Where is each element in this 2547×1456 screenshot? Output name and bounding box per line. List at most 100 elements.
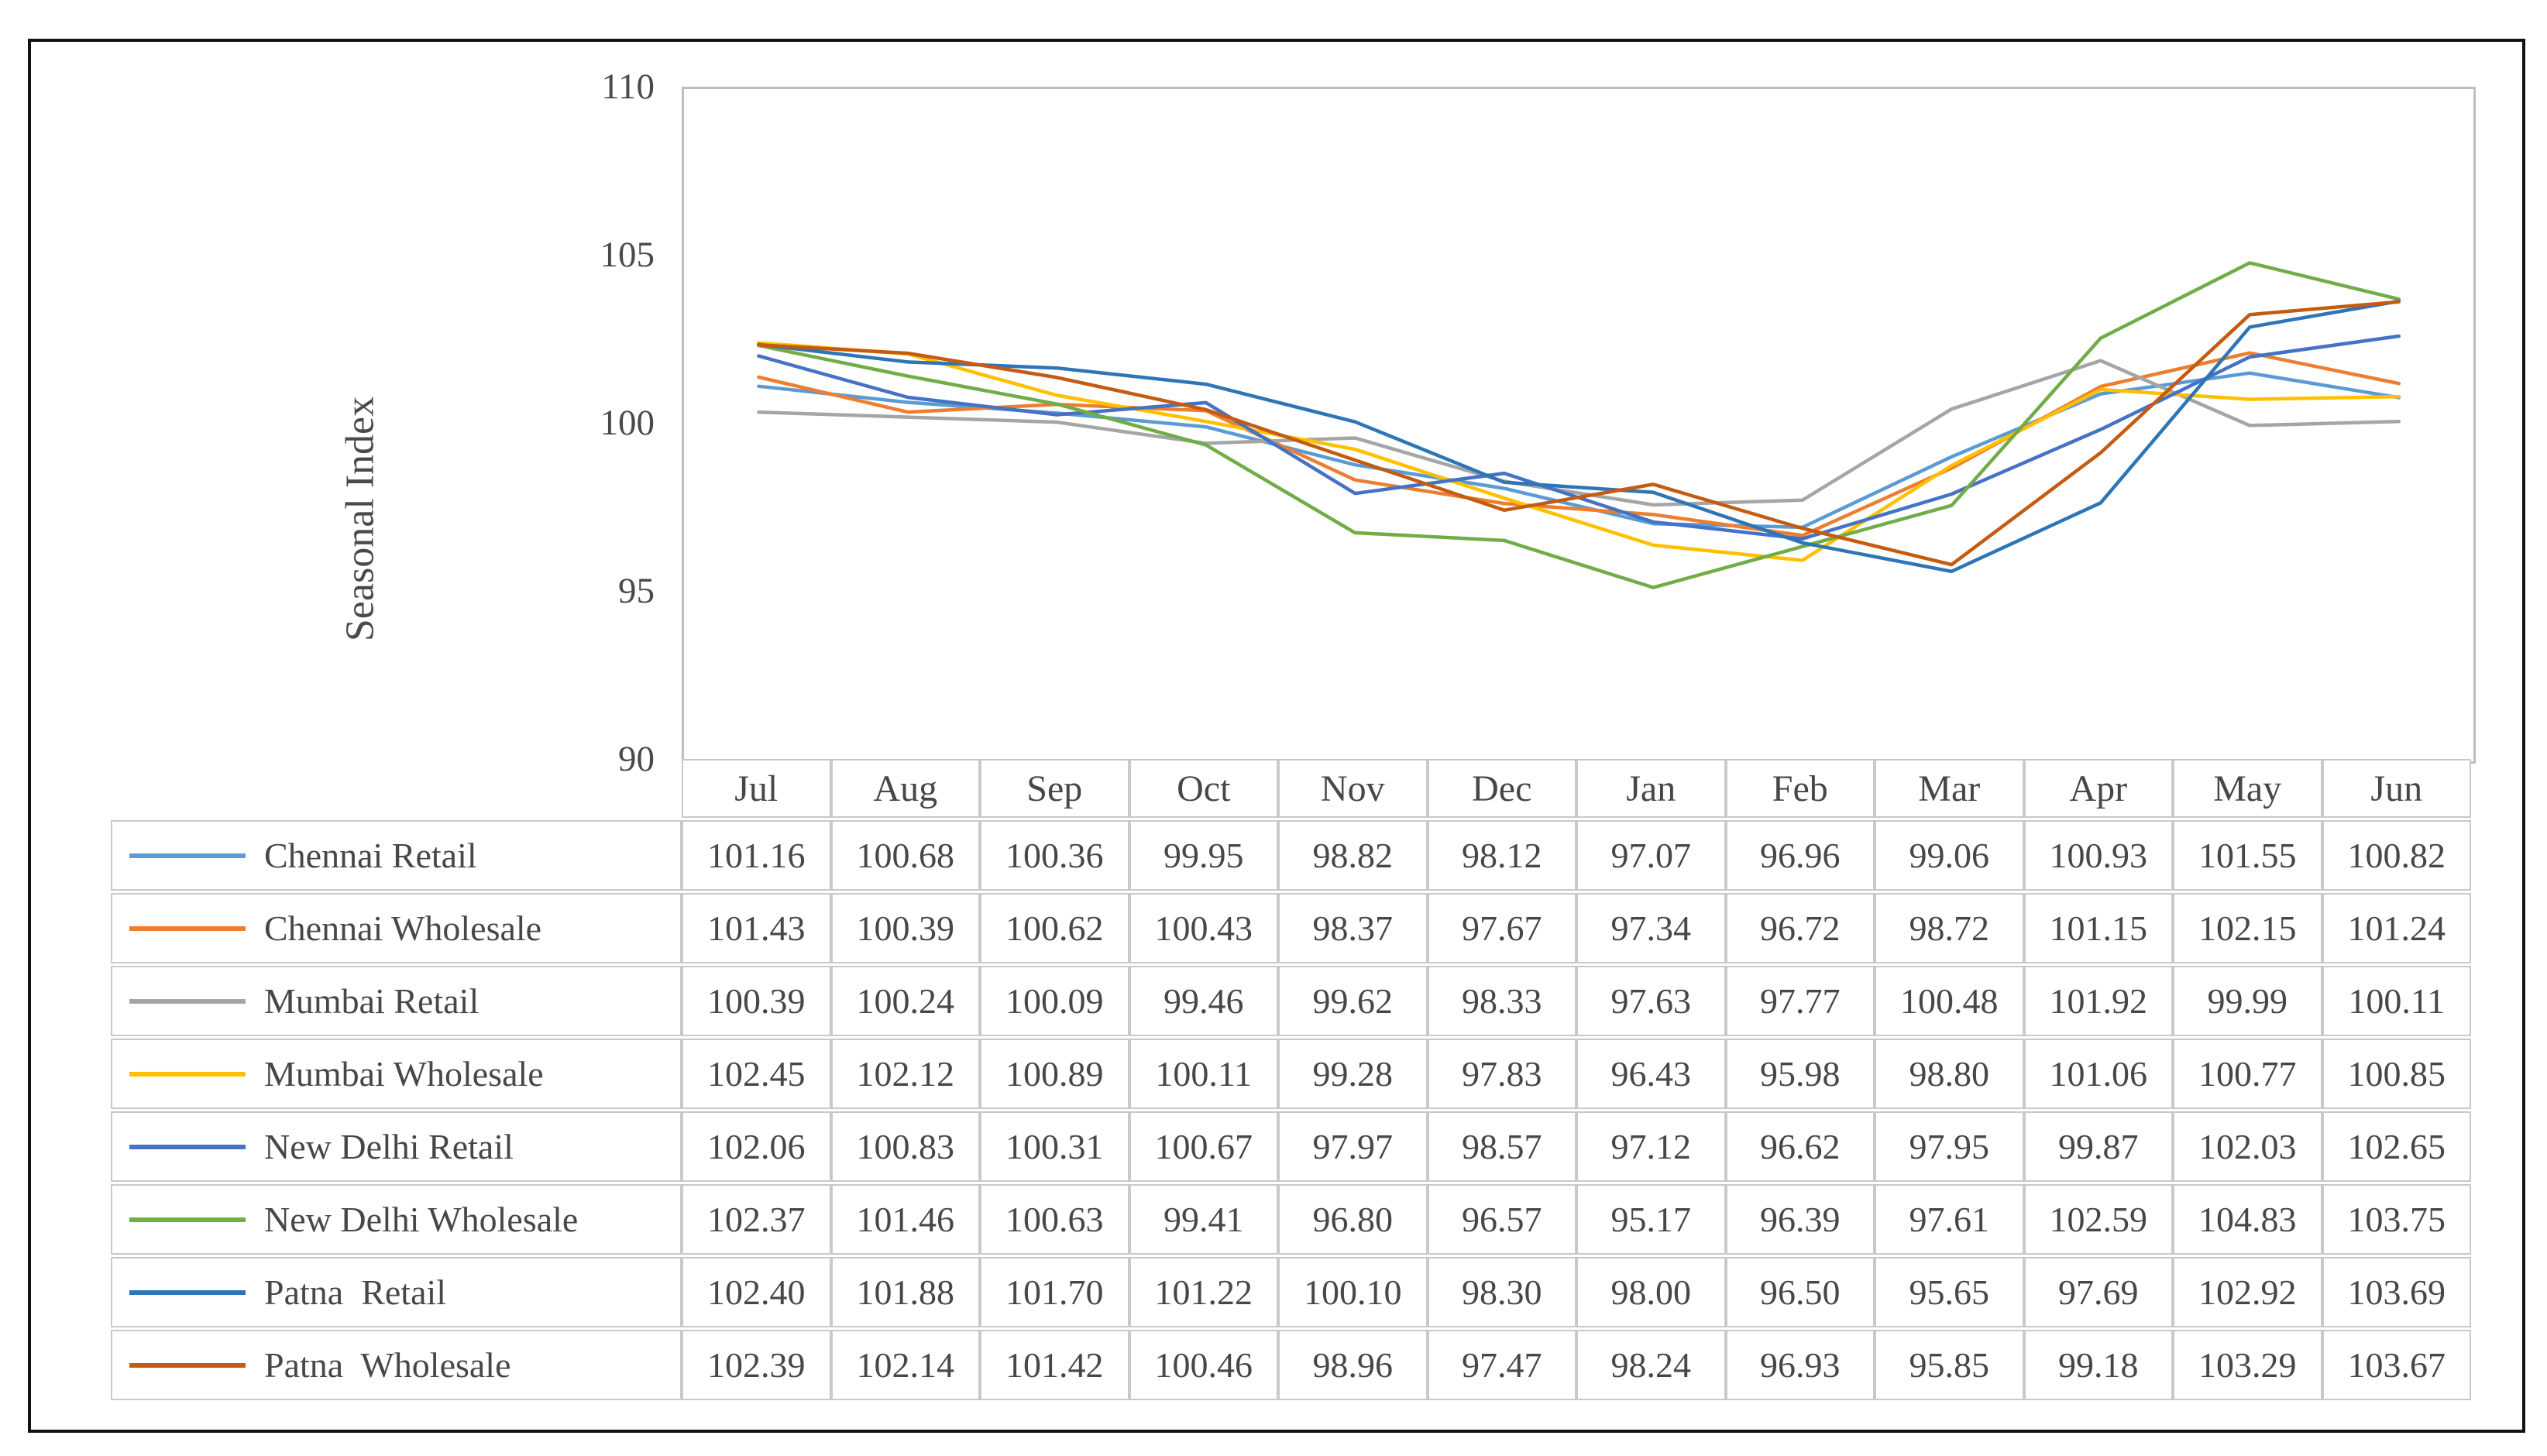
legend-line-swatch xyxy=(129,1362,246,1368)
month-header-cell: Oct xyxy=(1129,759,1278,818)
value-cell: 102.39 xyxy=(682,1330,831,1400)
value-cell: 99.46 xyxy=(1129,966,1278,1036)
value-cell: 98.80 xyxy=(1875,1039,2024,1109)
series-line xyxy=(757,371,2401,530)
month-header-cell: Jun xyxy=(2322,759,2471,818)
value-cell: 96.57 xyxy=(1427,1184,1576,1255)
month-header-cell: Sep xyxy=(980,759,1129,818)
value-cell: 100.31 xyxy=(980,1111,1129,1182)
value-cell: 98.96 xyxy=(1278,1330,1428,1400)
value-cell: 101.46 xyxy=(830,1184,980,1255)
series-name-label: New Delhi Wholesale xyxy=(264,1200,579,1239)
value-cell: 100.09 xyxy=(980,966,1129,1036)
value-cell: 102.06 xyxy=(682,1111,831,1182)
legend-line-swatch xyxy=(129,998,246,1004)
value-cell: 103.75 xyxy=(2322,1184,2471,1255)
value-cell: 100.83 xyxy=(830,1111,980,1182)
value-cell: 95.65 xyxy=(1875,1257,2024,1327)
series-name-label: Chennai Wholesale xyxy=(264,908,542,948)
series-line xyxy=(757,341,2401,562)
value-cell: 100.77 xyxy=(2173,1039,2322,1109)
value-cell: 101.16 xyxy=(682,820,831,891)
series-line xyxy=(757,351,2401,537)
value-cell: 99.41 xyxy=(1129,1184,1278,1255)
value-cell: 98.00 xyxy=(1576,1257,1726,1327)
series-line xyxy=(757,299,2401,574)
value-cell: 97.61 xyxy=(1875,1184,2024,1255)
value-cell: 98.37 xyxy=(1278,893,1428,963)
legend-cell: Patna Retail xyxy=(111,1257,682,1327)
value-cell: 101.70 xyxy=(980,1257,1129,1327)
value-cell: 100.82 xyxy=(2322,820,2471,891)
value-cell: 102.12 xyxy=(830,1039,980,1109)
value-cell: 98.82 xyxy=(1278,820,1428,891)
value-cell: 99.95 xyxy=(1129,820,1278,891)
legend-cell: Mumbai Retail xyxy=(111,966,682,1036)
value-cell: 99.99 xyxy=(2173,966,2322,1036)
y-tick-label: 105 xyxy=(600,235,655,275)
value-cell: 95.98 xyxy=(1725,1039,1875,1109)
value-cell: 100.11 xyxy=(2322,966,2471,1036)
legend-line-swatch xyxy=(129,1071,246,1077)
value-cell: 101.22 xyxy=(1129,1257,1278,1327)
series-line xyxy=(757,261,2401,589)
series-name-label: Mumbai Retail xyxy=(264,981,479,1021)
value-cell: 100.89 xyxy=(980,1039,1129,1109)
legend-cell: New Delhi Wholesale xyxy=(111,1184,682,1255)
value-cell: 98.24 xyxy=(1576,1330,1726,1400)
value-cell: 100.46 xyxy=(1129,1330,1278,1400)
y-tick-label: 95 xyxy=(618,571,655,611)
value-cell: 98.33 xyxy=(1427,966,1576,1036)
value-cell: 97.95 xyxy=(1875,1111,2024,1182)
y-tick-label: 110 xyxy=(601,67,655,107)
series-name-label: New Delhi Retail xyxy=(264,1127,514,1166)
month-header-cell: Apr xyxy=(2023,759,2173,818)
legend-cell: Mumbai Wholesale xyxy=(111,1039,682,1109)
value-cell: 100.85 xyxy=(2322,1039,2471,1109)
legend-line-swatch xyxy=(129,1144,246,1149)
legend-cell: Chennai Retail xyxy=(111,820,682,891)
month-header-cell: May xyxy=(2173,759,2322,818)
value-cell: 101.24 xyxy=(2322,893,2471,963)
series-name-label: Mumbai Wholesale xyxy=(264,1054,544,1094)
value-cell: 97.97 xyxy=(1278,1111,1428,1182)
value-cell: 99.87 xyxy=(2023,1111,2173,1182)
value-cell: 97.07 xyxy=(1576,820,1726,891)
month-header-cell: Feb xyxy=(1725,759,1875,818)
value-cell: 98.30 xyxy=(1427,1257,1576,1327)
value-cell: 102.14 xyxy=(830,1330,980,1400)
value-cell: 99.06 xyxy=(1875,820,2024,891)
value-cell: 100.68 xyxy=(830,820,980,891)
value-cell: 100.11 xyxy=(1129,1039,1278,1109)
y-tick-label: 100 xyxy=(600,403,655,443)
series-name-label: Chennai Retail xyxy=(264,836,477,875)
value-cell: 104.83 xyxy=(2173,1184,2322,1255)
value-cell: 103.69 xyxy=(2322,1257,2471,1327)
legend-cell: Patna Wholesale xyxy=(111,1330,682,1400)
value-cell: 102.37 xyxy=(682,1184,831,1255)
value-cell: 102.92 xyxy=(2173,1257,2322,1327)
value-cell: 97.12 xyxy=(1576,1111,1726,1182)
legend-line-swatch xyxy=(129,853,246,858)
legend-cell: New Delhi Retail xyxy=(111,1111,682,1182)
value-cell: 96.43 xyxy=(1576,1039,1726,1109)
value-cell: 101.43 xyxy=(682,893,831,963)
value-cell: 102.45 xyxy=(682,1039,831,1109)
series-line xyxy=(757,300,2401,567)
value-cell: 101.92 xyxy=(2023,966,2173,1036)
value-cell: 97.47 xyxy=(1427,1330,1576,1400)
value-cell: 99.28 xyxy=(1278,1039,1428,1109)
chart-svg xyxy=(757,261,2401,589)
month-header-cell: Aug xyxy=(830,759,980,818)
value-cell: 97.69 xyxy=(2023,1257,2173,1327)
value-cell: 100.48 xyxy=(1875,966,2024,1036)
legend-line-swatch xyxy=(129,925,246,931)
value-cell: 97.63 xyxy=(1576,966,1726,1036)
value-cell: 96.96 xyxy=(1725,820,1875,891)
series-name-label: Patna Retail xyxy=(264,1272,447,1312)
legend-line-swatch xyxy=(129,1217,246,1222)
month-header-cell: Jan xyxy=(1576,759,1726,818)
y-axis-ticks: 90 95 100 105 110 xyxy=(422,0,655,852)
value-cell: 103.29 xyxy=(2173,1330,2322,1400)
